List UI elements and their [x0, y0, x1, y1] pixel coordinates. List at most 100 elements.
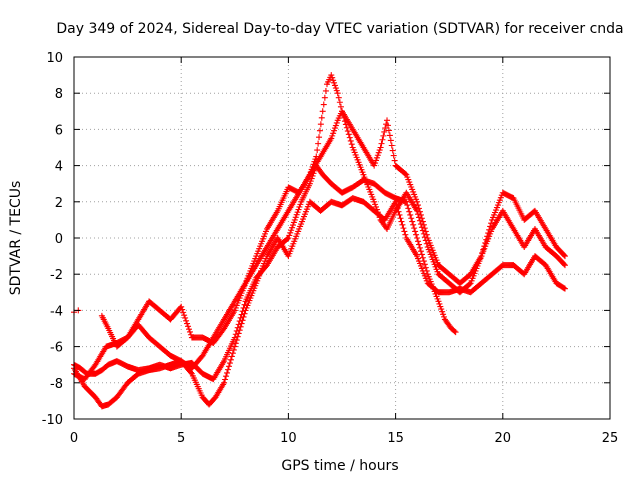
data-point	[376, 214, 383, 221]
data-point	[561, 253, 568, 260]
data-point	[484, 233, 491, 240]
data-point	[183, 317, 190, 324]
data-point	[407, 211, 414, 218]
data-point	[231, 343, 238, 350]
data-point	[333, 87, 340, 94]
data-point	[561, 262, 568, 269]
x-tick-label: 15	[387, 431, 404, 446]
data-point	[330, 130, 337, 137]
data-point	[182, 314, 189, 321]
data-point	[371, 198, 378, 205]
data-point	[373, 154, 380, 161]
data-point	[348, 141, 355, 148]
data-point	[317, 121, 324, 128]
chart-title: Day 349 of 2024, Sidereal Day-to-day VTE…	[56, 21, 623, 37]
data-point	[284, 235, 291, 242]
data-point	[423, 240, 430, 247]
data-point	[418, 215, 425, 222]
data-point	[241, 301, 248, 308]
data-point	[406, 208, 413, 215]
data-point	[297, 201, 304, 208]
data-point	[421, 225, 428, 232]
y-tick-label: -4	[50, 304, 63, 319]
y-tick-label: 8	[55, 87, 63, 102]
data-point	[308, 166, 315, 173]
data-point	[374, 152, 381, 159]
x-tick-label: 10	[280, 431, 297, 446]
data-point	[289, 224, 296, 231]
data-point	[322, 87, 329, 94]
data-point	[296, 203, 303, 210]
data-point	[479, 249, 486, 256]
data-point	[222, 376, 229, 383]
data-point	[227, 356, 234, 363]
data-point	[181, 312, 188, 319]
data-point	[390, 152, 397, 159]
data-point	[391, 157, 398, 164]
data-point	[345, 131, 352, 138]
data-point	[230, 346, 237, 353]
data-point	[319, 108, 326, 115]
data-point	[185, 326, 192, 333]
data-point	[346, 134, 353, 141]
data-point	[415, 241, 422, 248]
data-point	[288, 227, 295, 234]
data-point	[372, 160, 379, 167]
data-point	[233, 337, 240, 344]
data-point	[481, 243, 488, 250]
data-point	[331, 125, 338, 132]
data-point	[561, 252, 568, 259]
y-tick-label: -8	[50, 377, 63, 392]
data-point	[438, 306, 445, 313]
data-point	[235, 330, 242, 337]
data-point	[221, 379, 228, 386]
data-point	[423, 231, 430, 238]
data-point	[331, 127, 338, 134]
data-point	[292, 214, 299, 221]
data-point	[347, 137, 354, 144]
data-point	[405, 205, 412, 212]
data-point	[382, 125, 389, 132]
data-point	[375, 149, 382, 156]
data-point	[328, 72, 335, 79]
data-point	[439, 308, 446, 315]
data-point	[384, 122, 391, 129]
data-point	[344, 128, 351, 135]
y-tick-label: 10	[46, 51, 63, 66]
y-tick-label: 6	[55, 123, 63, 138]
data-point	[418, 251, 425, 258]
data-point	[224, 369, 231, 376]
data-point	[306, 180, 313, 187]
data-point	[422, 228, 429, 235]
data-point	[307, 169, 314, 176]
data-point	[225, 363, 232, 370]
data-point	[331, 82, 338, 89]
y-tick-label: 0	[55, 232, 63, 247]
data-point	[561, 285, 568, 292]
data-point	[404, 202, 411, 209]
data-point	[372, 157, 379, 164]
data-point	[290, 219, 297, 226]
data-point	[488, 220, 495, 227]
series-track-4	[98, 72, 568, 350]
data-point	[185, 323, 192, 330]
data-point	[237, 323, 244, 330]
axis-ticks: 0 5 10 15 20 25 -10 -8 -6 -4 -2 0 2 4 6 8 10	[42, 51, 619, 446]
data-point	[332, 85, 339, 92]
data-point	[408, 215, 415, 222]
data-point	[293, 211, 300, 218]
data-point	[389, 147, 396, 154]
data-point	[313, 153, 320, 160]
data-point	[420, 221, 427, 228]
data-point	[414, 198, 421, 205]
data-point	[410, 221, 417, 228]
data-point	[241, 310, 248, 317]
data-point	[289, 222, 296, 229]
data-point	[223, 373, 230, 380]
data-point	[387, 137, 394, 144]
data-point	[402, 231, 409, 238]
data-point	[318, 114, 325, 121]
data-point	[400, 225, 407, 232]
x-axis-label: GPS time / hours	[281, 458, 398, 474]
